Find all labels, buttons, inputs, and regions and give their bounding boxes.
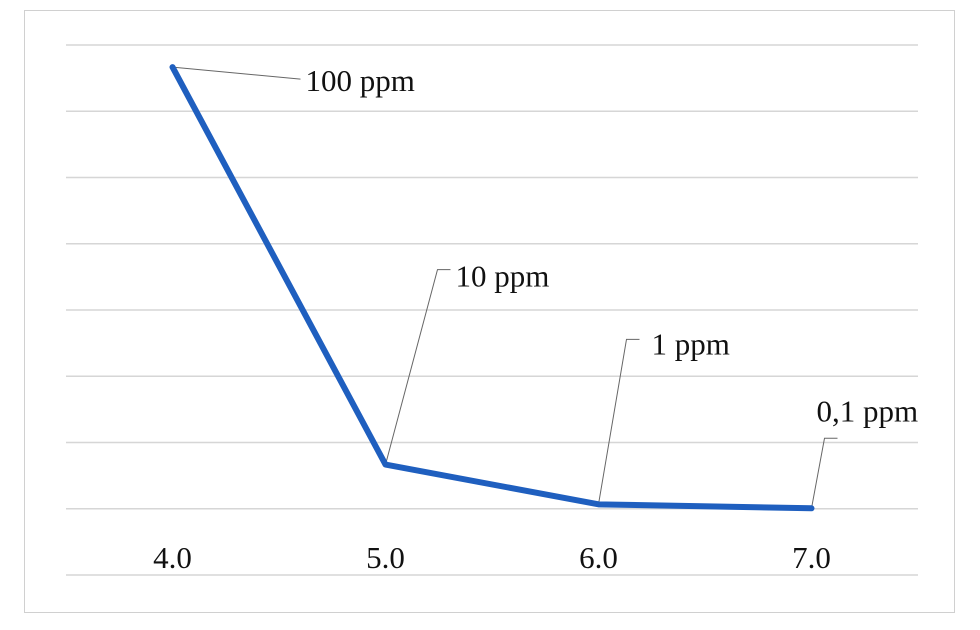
data-label-leader bbox=[385, 269, 451, 465]
data-label-leader bbox=[172, 66, 301, 80]
x-tick-label: 7.0 bbox=[792, 540, 831, 575]
x-tick-label: 4.0 bbox=[153, 540, 192, 575]
x-tick-label: 5.0 bbox=[366, 540, 405, 575]
data-label: 10 ppm bbox=[456, 259, 550, 294]
data-label: 100 ppm bbox=[306, 63, 415, 98]
data-point bbox=[383, 462, 388, 468]
chart-frame bbox=[24, 10, 955, 613]
data-label-leader bbox=[598, 338, 640, 505]
data-label-leader bbox=[811, 437, 838, 509]
series-line bbox=[169, 64, 815, 512]
data-label: 0,1 ppm bbox=[817, 393, 919, 428]
x-tick-label: 6.0 bbox=[579, 540, 618, 575]
data-point bbox=[170, 64, 175, 70]
data-point bbox=[596, 501, 601, 507]
data-point bbox=[809, 505, 814, 511]
data-label: 1 ppm bbox=[652, 326, 730, 361]
